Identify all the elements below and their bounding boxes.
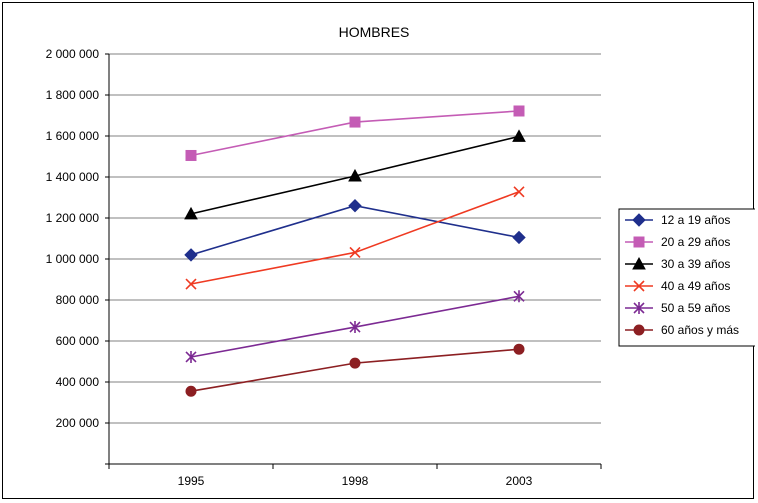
data-point-star — [349, 321, 361, 334]
data-point-triangle — [184, 206, 198, 220]
legend-item: 30 a 39 años — [625, 256, 730, 271]
data-point-x — [185, 278, 197, 290]
y-tick-label: 2 000 000 — [46, 47, 100, 61]
legend-item: 50 a 59 años — [625, 301, 730, 315]
chart-title: HOMBRES — [339, 24, 410, 40]
legend-items: 12 a 19 años 20 a 29 años 30 a 39 años 40 a… — [625, 213, 739, 337]
x-tick-label: 1998 — [342, 474, 369, 488]
data-point-square — [185, 149, 197, 161]
data-point-star — [513, 290, 525, 303]
series-layer — [184, 105, 526, 397]
series-line — [190, 348, 520, 393]
series-group — [185, 186, 525, 290]
data-point-square — [633, 236, 645, 248]
data-point-diamond — [348, 198, 362, 213]
legend-item: 12 a 19 años — [625, 213, 730, 227]
legend-item: 20 a 29 años — [625, 235, 730, 249]
series-group — [185, 290, 525, 363]
legend-item: 40 a 49 años — [625, 279, 730, 293]
line-chart: HOMBRES 2 000 000 1 800 000 1 600 000 1 400… — [46, 24, 755, 488]
legend: 12 a 19 años 20 a 29 años 30 a 39 años 40 a… — [618, 208, 755, 347]
series-group — [185, 105, 525, 161]
x-axis-tick-labels: 1995 1998 2003 — [178, 474, 533, 488]
data-point-x — [513, 186, 525, 198]
y-tick-label: 200 000 — [56, 416, 100, 430]
data-point-triangle — [632, 256, 646, 270]
data-point-star — [633, 302, 645, 314]
data-point-star — [185, 350, 197, 363]
legend-label: 40 a 49 años — [661, 279, 730, 293]
series-group — [184, 198, 526, 262]
data-point-triangle — [348, 168, 362, 182]
series-line — [190, 204, 520, 256]
y-tick-label: 1 400 000 — [46, 170, 100, 184]
y-tick-label: 1 200 000 — [46, 211, 100, 225]
axes — [105, 53, 602, 469]
data-point-circle — [349, 357, 361, 369]
y-tick-label: 1 600 000 — [46, 129, 100, 143]
data-point-diamond — [512, 230, 526, 245]
data-point-x — [633, 280, 645, 292]
data-point-diamond — [632, 213, 646, 227]
series-group — [185, 343, 525, 397]
y-tick-label: 1 800 000 — [46, 88, 100, 102]
data-point-square — [513, 105, 525, 117]
data-point-square — [349, 116, 361, 128]
data-point-circle — [185, 385, 197, 397]
series-group — [184, 129, 526, 220]
y-tick-label: 800 000 — [56, 293, 100, 307]
legend-item: 60 años y más — [625, 323, 739, 337]
legend-label: 30 a 39 años — [661, 257, 730, 271]
legend-box — [618, 208, 755, 347]
data-point-circle — [633, 324, 645, 336]
legend-label: 50 a 59 años — [661, 301, 730, 315]
y-axis-tick-labels: 2 000 000 1 800 000 1 600 000 1 400 000 1 20… — [46, 47, 100, 430]
data-point-x — [349, 246, 361, 259]
legend-label: 12 a 19 años — [661, 213, 730, 227]
x-tick-label: 2003 — [506, 474, 533, 488]
y-tick-label: 400 000 — [56, 375, 100, 389]
y-tick-label: 600 000 — [56, 334, 100, 348]
data-point-diamond — [184, 248, 198, 262]
legend-label: 60 años y más — [661, 323, 739, 337]
data-point-circle — [513, 343, 525, 355]
x-tick-label: 1995 — [178, 474, 205, 488]
legend-label: 20 a 29 años — [661, 235, 730, 249]
data-point-triangle — [512, 129, 526, 142]
y-tick-label: 1 000 000 — [46, 252, 100, 266]
